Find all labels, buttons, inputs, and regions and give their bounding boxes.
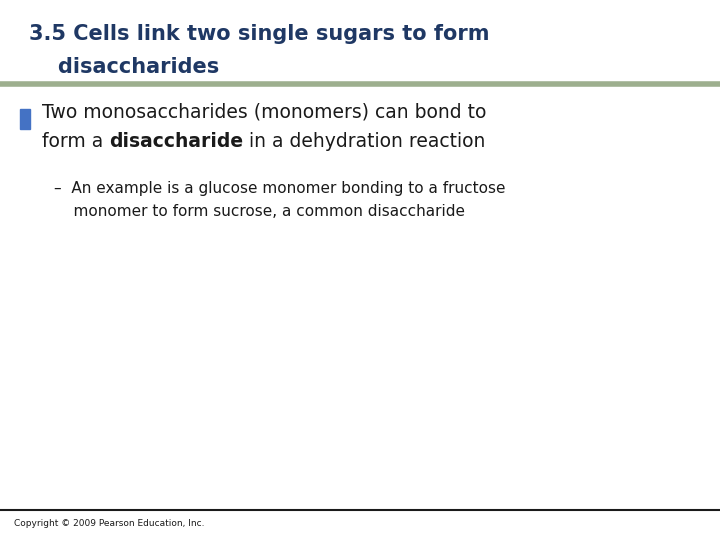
Bar [20,109,30,129]
Text: Copyright © 2009 Pearson Education, Inc.: Copyright © 2009 Pearson Education, Inc. [14,519,205,529]
Text: disaccharide: disaccharide [109,132,243,151]
Text: monomer to form sucrose, a common disaccharide: monomer to form sucrose, a common disacc… [54,204,465,219]
Text: form a: form a [42,132,109,151]
Text: Two monosaccharides (monomers) can bond to: Two monosaccharides (monomers) can bond … [42,103,486,122]
Text: disaccharides: disaccharides [29,57,219,77]
Text: –  An example is a glucose monomer bonding to a fructose: – An example is a glucose monomer bondin… [54,181,505,196]
Text: in a dehydration reaction: in a dehydration reaction [243,132,485,151]
Text: 3.5 Cells link two single sugars to form: 3.5 Cells link two single sugars to form [29,24,490,44]
